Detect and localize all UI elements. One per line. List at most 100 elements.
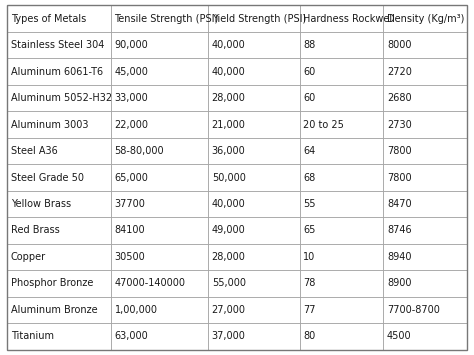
Text: Copper: Copper xyxy=(11,252,46,262)
Bar xyxy=(383,138,467,164)
Bar xyxy=(300,297,383,323)
Bar xyxy=(300,58,383,85)
Bar xyxy=(383,111,467,138)
Bar xyxy=(111,85,208,111)
Text: Phosphor Bronze: Phosphor Bronze xyxy=(11,278,93,289)
Bar xyxy=(111,32,208,58)
Text: 36,000: 36,000 xyxy=(212,146,246,156)
Bar xyxy=(7,270,111,297)
Text: 77: 77 xyxy=(303,305,316,315)
Bar xyxy=(111,270,208,297)
Text: 10: 10 xyxy=(303,252,316,262)
Text: Aluminum 3003: Aluminum 3003 xyxy=(11,120,89,130)
Bar xyxy=(7,58,111,85)
Bar xyxy=(7,111,111,138)
Text: Hardness Rockwell: Hardness Rockwell xyxy=(303,13,395,23)
Text: Titanium: Titanium xyxy=(11,332,54,342)
Bar xyxy=(208,191,300,217)
Text: Steel A36: Steel A36 xyxy=(11,146,58,156)
Bar xyxy=(208,164,300,191)
Bar xyxy=(383,217,467,244)
Text: 78: 78 xyxy=(303,278,316,289)
Text: 64: 64 xyxy=(303,146,316,156)
Text: 7800: 7800 xyxy=(387,146,411,156)
Text: 40,000: 40,000 xyxy=(212,199,246,209)
Text: 7700-8700: 7700-8700 xyxy=(387,305,440,315)
Bar xyxy=(208,270,300,297)
Bar xyxy=(7,297,111,323)
Bar xyxy=(383,323,467,350)
Bar xyxy=(383,5,467,32)
Bar xyxy=(208,85,300,111)
Text: 58-80,000: 58-80,000 xyxy=(115,146,164,156)
Bar xyxy=(7,32,111,58)
Bar xyxy=(7,164,111,191)
Bar xyxy=(111,5,208,32)
Bar xyxy=(383,164,467,191)
Text: 30500: 30500 xyxy=(115,252,145,262)
Text: 55: 55 xyxy=(303,199,316,209)
Text: Aluminum 6061-T6: Aluminum 6061-T6 xyxy=(11,66,103,77)
Bar xyxy=(7,217,111,244)
Bar xyxy=(383,270,467,297)
Text: Stainless Steel 304: Stainless Steel 304 xyxy=(11,40,104,50)
Bar xyxy=(300,138,383,164)
Bar xyxy=(111,191,208,217)
Bar xyxy=(111,217,208,244)
Text: Yellow Brass: Yellow Brass xyxy=(11,199,71,209)
Text: 8470: 8470 xyxy=(387,199,411,209)
Bar xyxy=(383,32,467,58)
Text: 33,000: 33,000 xyxy=(115,93,148,103)
Text: 20 to 25: 20 to 25 xyxy=(303,120,344,130)
Text: 28,000: 28,000 xyxy=(212,93,246,103)
Text: Aluminum Bronze: Aluminum Bronze xyxy=(11,305,98,315)
Text: 28,000: 28,000 xyxy=(212,252,246,262)
Bar xyxy=(208,58,300,85)
Bar xyxy=(300,111,383,138)
Bar xyxy=(300,85,383,111)
Bar xyxy=(300,164,383,191)
Text: 37,000: 37,000 xyxy=(212,332,246,342)
Text: Density (Kg/m³): Density (Kg/m³) xyxy=(387,13,465,23)
Bar xyxy=(383,58,467,85)
Text: Types of Metals: Types of Metals xyxy=(11,13,86,23)
Text: 40,000: 40,000 xyxy=(212,40,246,50)
Text: 68: 68 xyxy=(303,173,316,182)
Text: 27,000: 27,000 xyxy=(212,305,246,315)
Bar xyxy=(300,191,383,217)
Bar xyxy=(383,85,467,111)
Text: 84100: 84100 xyxy=(115,225,145,235)
Bar xyxy=(383,297,467,323)
Text: 45,000: 45,000 xyxy=(115,66,148,77)
Bar xyxy=(300,5,383,32)
Bar xyxy=(111,244,208,270)
Text: Aluminum 5052-H32: Aluminum 5052-H32 xyxy=(11,93,112,103)
Text: Tensile Strength (PSI): Tensile Strength (PSI) xyxy=(115,13,219,23)
Bar xyxy=(111,111,208,138)
Bar xyxy=(7,244,111,270)
Bar xyxy=(111,323,208,350)
Text: 55,000: 55,000 xyxy=(212,278,246,289)
Text: 8900: 8900 xyxy=(387,278,411,289)
Bar xyxy=(208,297,300,323)
Bar xyxy=(111,58,208,85)
Bar xyxy=(383,244,467,270)
Bar xyxy=(208,32,300,58)
Text: Red Brass: Red Brass xyxy=(11,225,60,235)
Text: 1,00,000: 1,00,000 xyxy=(115,305,157,315)
Bar xyxy=(111,138,208,164)
Text: 22,000: 22,000 xyxy=(115,120,148,130)
Text: 21,000: 21,000 xyxy=(212,120,246,130)
Bar xyxy=(7,138,111,164)
Text: 7800: 7800 xyxy=(387,173,411,182)
Bar xyxy=(208,5,300,32)
Text: 37700: 37700 xyxy=(115,199,146,209)
Text: 2730: 2730 xyxy=(387,120,412,130)
Bar xyxy=(7,5,111,32)
Text: 88: 88 xyxy=(303,40,316,50)
Bar xyxy=(300,244,383,270)
Text: 8000: 8000 xyxy=(387,40,411,50)
Bar xyxy=(300,270,383,297)
Bar xyxy=(7,323,111,350)
Text: 65: 65 xyxy=(303,225,316,235)
